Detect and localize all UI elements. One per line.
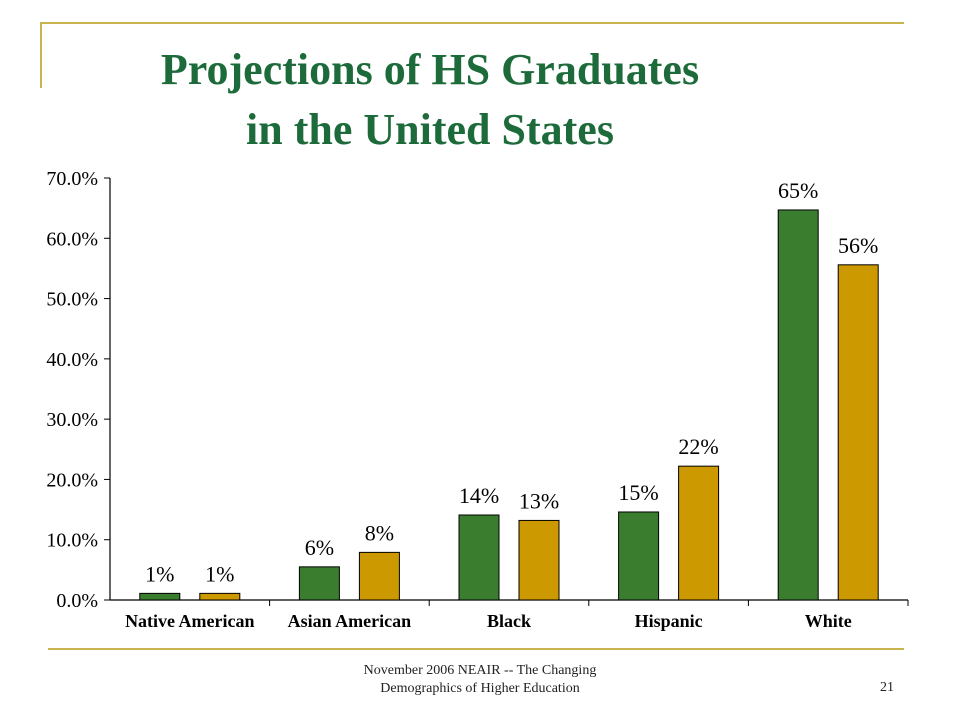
- y-tick-label: 20.0%: [46, 469, 98, 491]
- bar: [458, 514, 500, 601]
- slide-title-line2: in the United States: [246, 105, 614, 154]
- y-tick-label: 30.0%: [46, 409, 98, 431]
- x-category-label: Asian American: [288, 611, 412, 631]
- bar: [837, 264, 879, 601]
- x-category-label: Black: [487, 611, 531, 631]
- bar-chart: 0.0% 10.0% 20.0% 30.0% 40.0% 50.0% 60.0% 70.0% 1…: [46, 168, 909, 631]
- bar-value-label: 13%: [519, 488, 559, 513]
- bar: [618, 511, 660, 601]
- page-number: 21: [880, 680, 894, 695]
- y-tick-label: 50.0%: [46, 289, 98, 311]
- left-accent-line: [40, 22, 42, 88]
- y-tick-label: 40.0%: [46, 349, 98, 371]
- bar-value-label: 6%: [305, 535, 334, 560]
- bar: [199, 592, 241, 601]
- y-tick-label: 0.0%: [56, 590, 98, 612]
- bar-value-label: 22%: [678, 434, 718, 459]
- bar-value-label: 65%: [778, 178, 818, 203]
- bar: [358, 551, 400, 601]
- footer-line2: Demographics of Higher Education: [380, 681, 580, 696]
- bar: [777, 209, 819, 601]
- y-tick-label: 10.0%: [46, 530, 98, 552]
- top-accent-line: [40, 22, 904, 24]
- bar-value-label: 8%: [365, 520, 394, 545]
- x-category-label: Native American: [125, 611, 254, 631]
- bar-value-label: 56%: [838, 233, 878, 258]
- footer-caption: November 2006 NEAIR -- The Changing Demo…: [0, 662, 960, 698]
- y-tick-label: 70.0%: [46, 168, 98, 190]
- bar-value-label: 15%: [618, 480, 658, 505]
- bar-value-label: 1%: [145, 561, 174, 586]
- bar: [678, 465, 720, 601]
- x-category-label: White: [805, 611, 852, 631]
- slide-title-line1: Projections of HS Graduates: [160, 45, 700, 94]
- footer-line1: November 2006 NEAIR -- The Changing: [363, 663, 597, 678]
- bar: [518, 519, 560, 601]
- y-tick-label: 60.0%: [46, 228, 98, 250]
- bar: [139, 592, 181, 601]
- x-category-label: Hispanic: [635, 611, 703, 631]
- slide-title: Projections of HS Graduates in the Unite…: [0, 40, 960, 160]
- bar-value-label: 1%: [205, 561, 234, 586]
- bar-value-label: 14%: [459, 483, 499, 508]
- bar: [298, 566, 340, 601]
- bottom-accent-line: [48, 648, 904, 650]
